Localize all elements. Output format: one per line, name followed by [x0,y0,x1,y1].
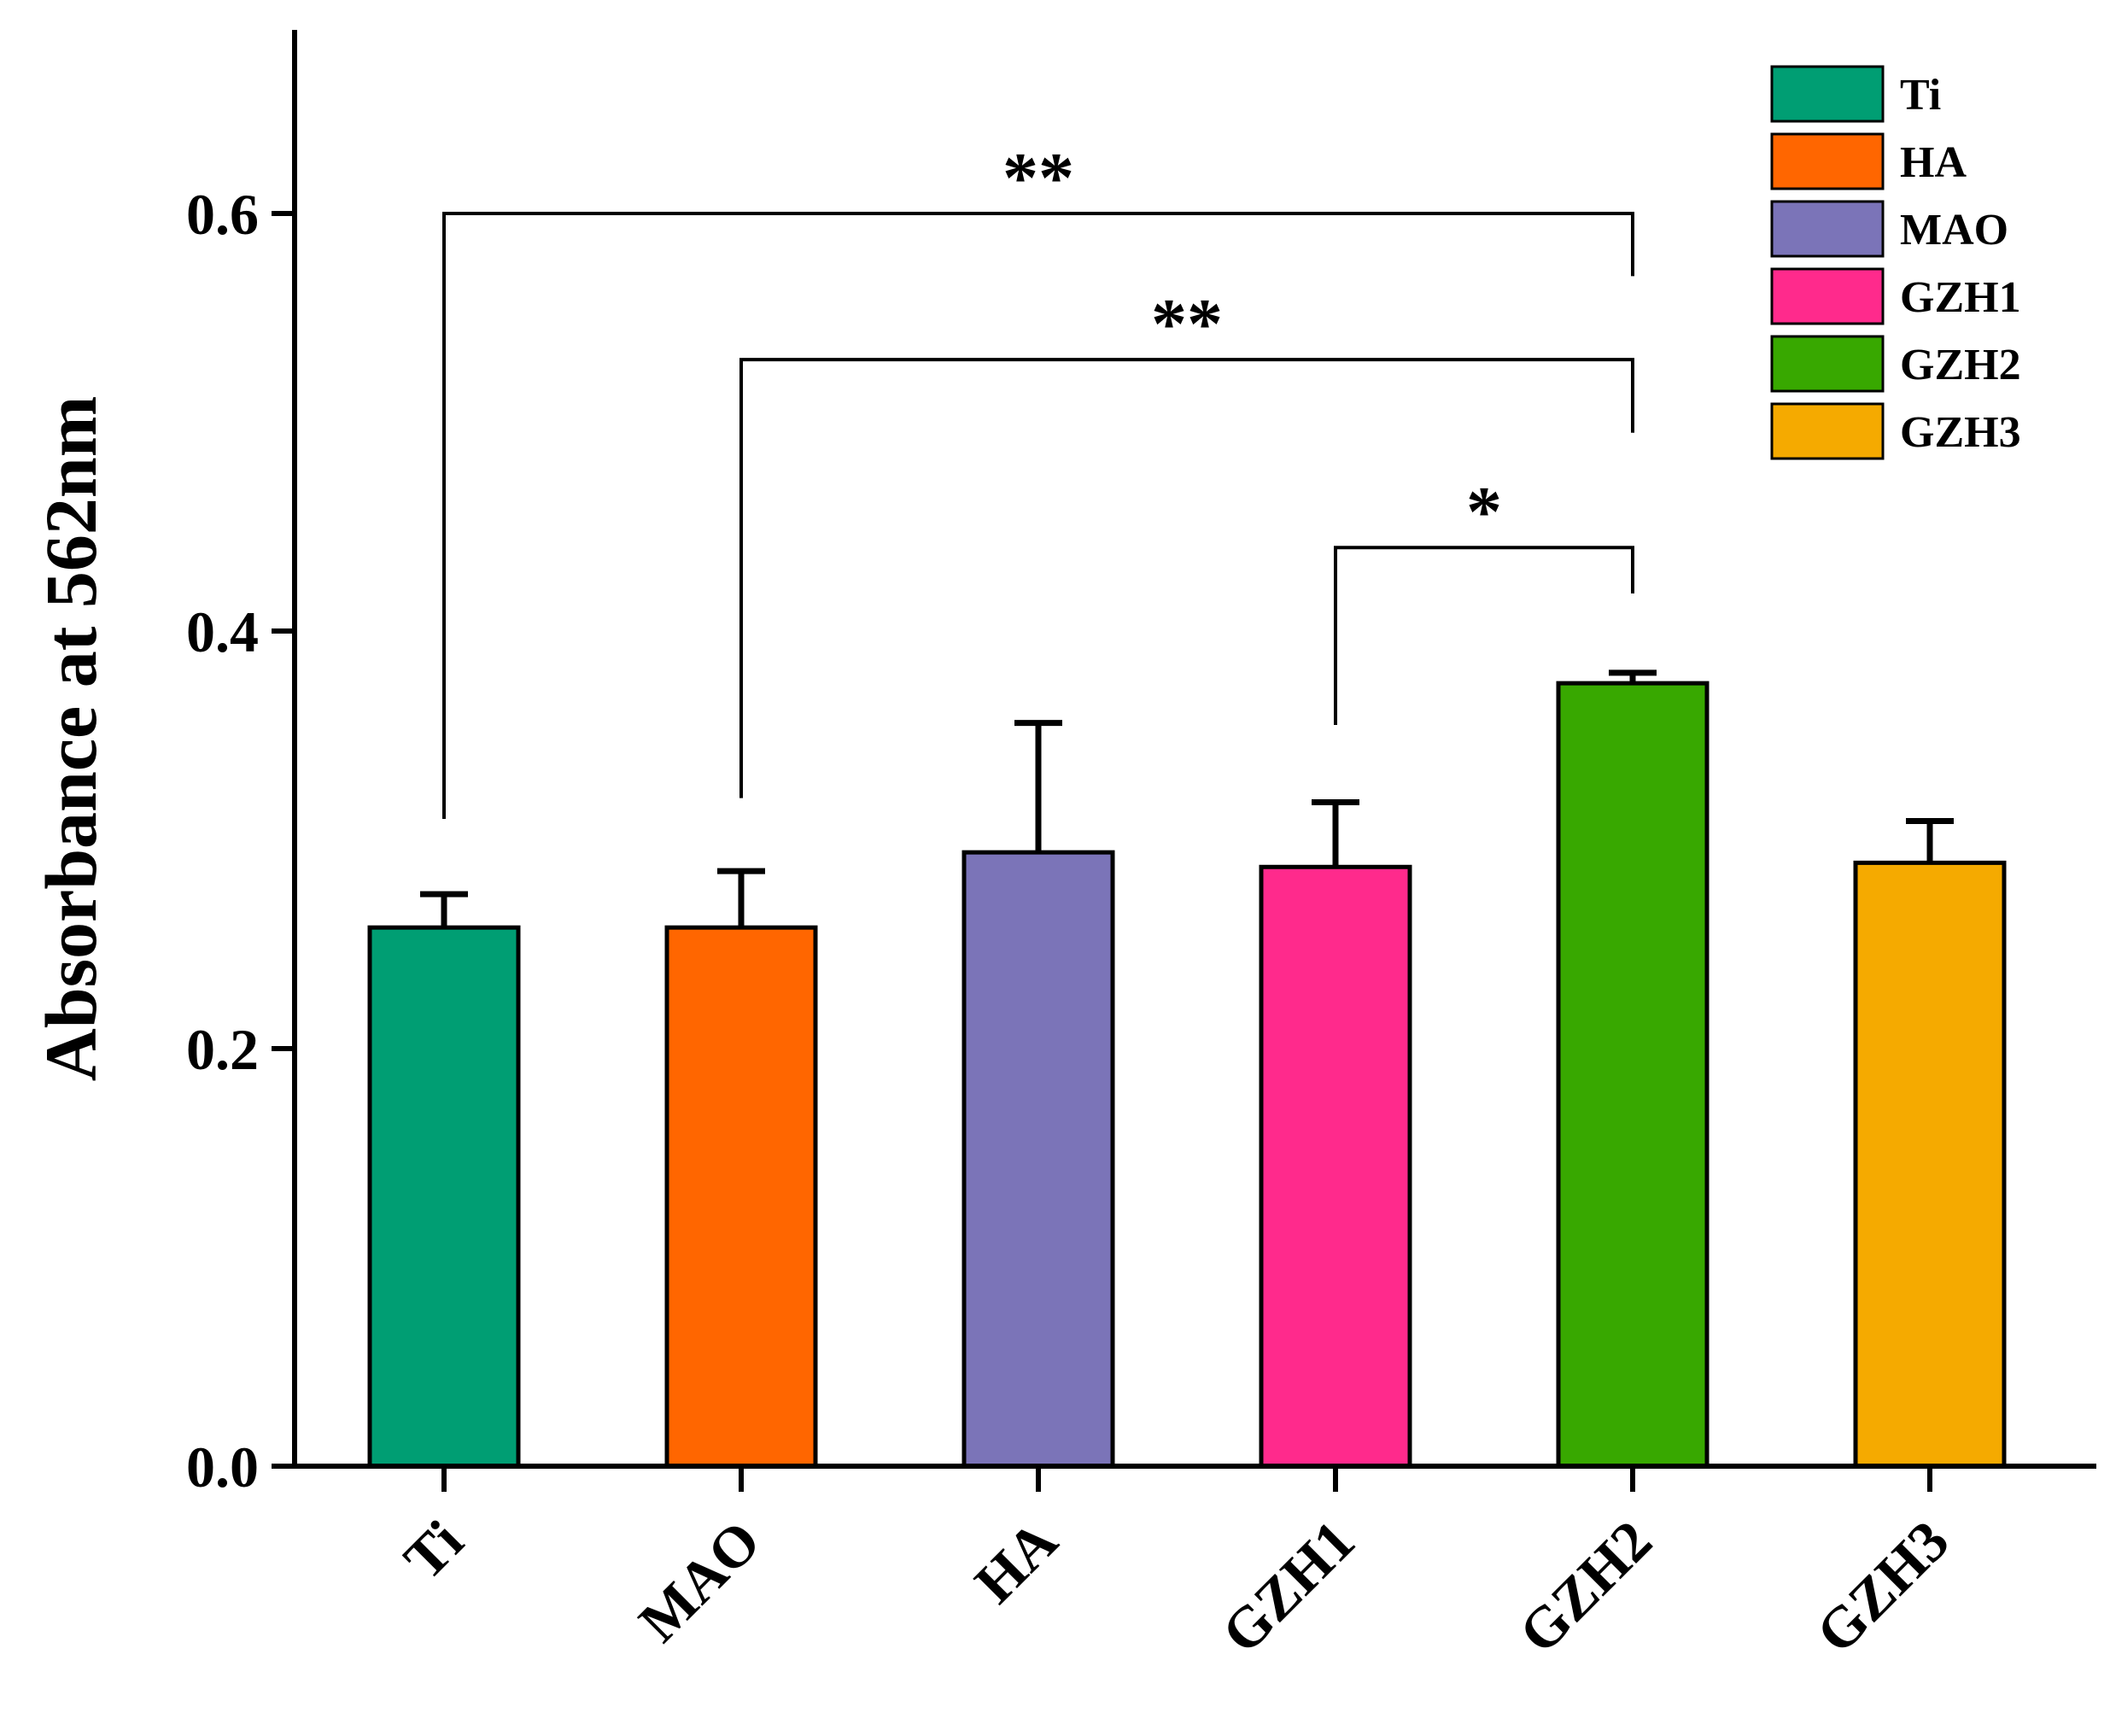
legend-label-gzh3: GZH3 [1900,408,2021,457]
bar-ti [367,925,521,1469]
significance-layer: ***** [442,138,1634,820]
significance-label-3: * [1466,472,1502,552]
axes-layer [272,30,2096,1469]
bar-ha [961,850,1115,1469]
legend-swatch-gzh1 [1770,267,1885,325]
legend-swatch-gzh3 [1770,402,1885,460]
x-tick-label-gzh2: GZH2 [1506,1508,1664,1666]
bar-gzh3 [1853,860,2007,1469]
bar-mao [664,925,818,1469]
legend: Ti HA MAO GZH1 GZH2 GZH3 [1770,65,2021,460]
y-tick-label-2: 0.4 [186,599,259,664]
significance-bracket-1 [442,212,1634,820]
legend-swatch-ti [1770,65,1885,123]
significance-label-1: ** [1002,138,1074,218]
y-tick-label-1: 0.2 [186,1017,259,1082]
significance-label-2: ** [1151,284,1223,364]
x-tick-label-gzh3: GZH3 [1803,1508,1961,1666]
y-axis-label: Absorbance at 562nm [30,396,112,1082]
y-tick-label-3: 0.6 [186,182,259,247]
bar-gzh2 [1556,681,1710,1469]
legend-label-ti: Ti [1900,71,1941,120]
bar-gzh1 [1259,864,1412,1469]
y-tick-label-0: 0.0 [186,1435,259,1499]
legend-label-mao: MAO [1900,206,2008,254]
significance-bracket-2 [739,358,1634,798]
x-labels-layer: Ti MAO HA GZH1 GZH2 GZH3 [391,1508,1961,1666]
x-tick-label-ha: HA [962,1508,1070,1616]
legend-label-gzh1: GZH1 [1900,273,2021,322]
legend-swatch-mao [1770,200,1885,258]
x-tick-label-ti: Ti [391,1508,475,1592]
legend-label-gzh2: GZH2 [1900,341,2021,389]
legend-label-ha: HA [1900,138,1967,187]
legend-swatch-ha [1770,132,1885,190]
x-tick-label-mao: MAO [626,1508,772,1654]
x-tick-label-gzh1: GZH1 [1209,1508,1367,1666]
legend-swatch-gzh2 [1770,335,1885,393]
significance-bracket-3 [1334,546,1634,726]
bars-layer [367,669,2007,1469]
ticks-layer: 0.0 0.2 0.4 0.6 [186,182,1932,1499]
